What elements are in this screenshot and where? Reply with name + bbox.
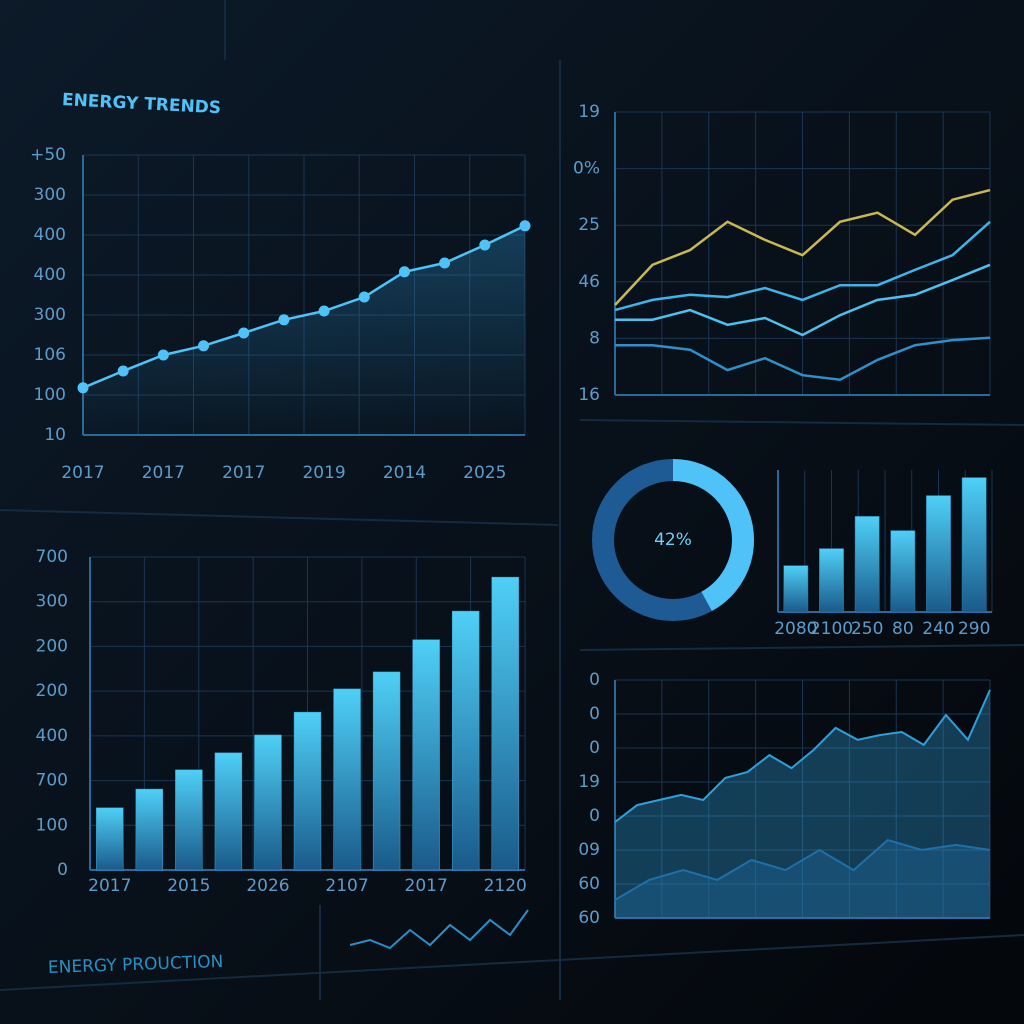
x-tick-label: 2014 (383, 463, 426, 483)
decorative-sparkline (349, 909, 529, 950)
y-tick-label: 300 (34, 305, 66, 325)
y-tick-label: 200 (36, 681, 68, 701)
x-tick-label: 2026 (246, 876, 289, 896)
bar (293, 711, 322, 871)
y-tick-label: 0 (589, 806, 600, 826)
bar (372, 671, 401, 871)
y-tick-label: 46 (578, 272, 600, 292)
x-tick-label: 290 (958, 619, 990, 639)
y-tick-label: 25 (578, 215, 600, 235)
y-tick-label: 100 (36, 815, 68, 835)
donut-label: 42% (654, 530, 692, 550)
line-point (77, 382, 89, 394)
y-tick-label: 16 (578, 385, 600, 405)
y-tick-label: 400 (34, 265, 66, 285)
x-tick-label: 240 (922, 619, 954, 639)
line-point (358, 291, 370, 303)
y-tick-label: 100 (34, 385, 66, 405)
x-tick-label: 2017 (88, 876, 131, 896)
x-tick-label: 2025 (463, 463, 506, 483)
x-tick-label: 2080 (774, 619, 817, 639)
line (614, 188, 991, 306)
bar (819, 548, 844, 613)
x-tick-label: 2019 (302, 463, 345, 483)
bar (254, 734, 282, 871)
y-tick-label: 0 (589, 670, 600, 690)
y-tick-label: 0 (589, 704, 600, 724)
area-line (614, 838, 991, 901)
y-tick-label: +50 (30, 145, 66, 165)
y-tick-label: 106 (34, 345, 66, 365)
bar (214, 752, 243, 871)
x-tick-label: 2120 (484, 876, 527, 896)
bar (961, 477, 987, 613)
y-tick-label: 400 (34, 225, 66, 245)
x-tick-label: 2017 (142, 463, 185, 483)
donut-segment (592, 459, 754, 621)
y-tick-label: 8 (589, 328, 600, 348)
y-tick-label: 700 (36, 547, 68, 567)
y-tick-label: 300 (34, 185, 66, 205)
x-tick-label: 250 (851, 619, 883, 639)
x-tick-label: 2107 (325, 876, 368, 896)
bar (175, 769, 203, 871)
area-fill (615, 840, 990, 918)
bar (491, 576, 519, 871)
line-point (238, 327, 250, 339)
line (615, 336, 991, 381)
bar (783, 565, 809, 613)
area-line (614, 689, 991, 823)
line-point (318, 305, 330, 317)
y-tick-label: 0 (589, 738, 600, 758)
line-area (83, 225, 525, 435)
x-tick-label: 2017 (61, 463, 104, 483)
line-point (519, 220, 531, 232)
y-tick-label: 10 (44, 425, 66, 445)
x-tick-label: 2100 (810, 619, 853, 639)
bar (854, 516, 880, 613)
y-tick-label: 0 (57, 860, 68, 880)
bar (890, 530, 916, 613)
y-tick-label: 60 (578, 874, 600, 894)
y-tick-label: 60 (578, 908, 600, 928)
y-tick-label: 300 (36, 592, 68, 612)
line-point (479, 239, 491, 251)
y-tick-label: 19 (578, 772, 600, 792)
line-point (278, 314, 290, 326)
line-point (157, 349, 169, 361)
x-tick-label: 2017 (222, 463, 265, 483)
line (82, 224, 526, 389)
x-tick-label: 80 (892, 619, 914, 639)
bar (451, 610, 480, 871)
y-tick-label: 19 (578, 102, 600, 122)
panel-frames (0, 0, 1024, 1000)
x-tick-label: 2017 (405, 876, 448, 896)
line-point (117, 365, 129, 377)
area-fill (615, 689, 990, 918)
y-tick-label: 700 (36, 771, 68, 791)
line (614, 220, 991, 312)
bar (96, 807, 124, 871)
bar (135, 788, 164, 871)
line-point (198, 340, 210, 352)
line (615, 263, 991, 337)
bar (926, 495, 951, 613)
y-tick-label: 0% (573, 159, 600, 179)
y-tick-label: 200 (36, 636, 68, 656)
y-tick-label: 09 (578, 840, 600, 860)
bar (333, 688, 361, 871)
line-point (398, 266, 410, 278)
y-tick-label: 400 (36, 726, 68, 746)
x-tick-label: 2015 (167, 876, 210, 896)
line-point (439, 257, 451, 269)
bar (412, 639, 440, 871)
